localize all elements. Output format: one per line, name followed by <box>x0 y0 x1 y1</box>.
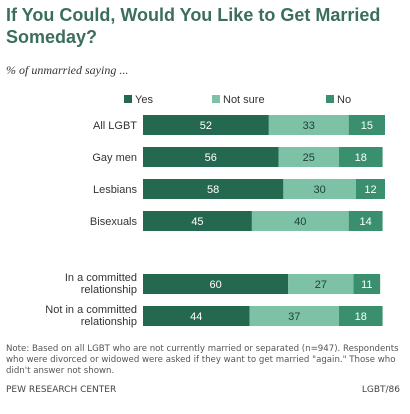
bar-segment <box>143 274 289 294</box>
bar-segment <box>143 115 269 135</box>
chart-subtitle: % of unmarried saying ... <box>6 63 129 77</box>
bar-segment <box>283 179 356 199</box>
category-label: Lesbians <box>93 184 138 196</box>
data-label: 18 <box>355 152 367 164</box>
bar-segment <box>288 274 354 294</box>
bar-segment <box>348 115 385 135</box>
data-label: 27 <box>315 279 327 291</box>
category-label: All LGBT <box>93 120 137 132</box>
category-label: relationship <box>81 284 137 296</box>
source-label: PEW RESEARCH CENTER <box>6 385 117 395</box>
report-code: LGBT/86 <box>361 385 400 395</box>
data-label: 52 <box>200 120 212 132</box>
bar-segment <box>353 274 381 294</box>
data-label: 44 <box>190 311 202 323</box>
legend-swatch <box>326 95 334 103</box>
data-label: 30 <box>314 184 326 196</box>
category-label: Bisexuals <box>90 216 138 228</box>
data-label: 58 <box>207 184 219 196</box>
category-label: Not in a committed <box>45 304 137 316</box>
bar-segment <box>143 211 252 231</box>
bar-segment <box>278 147 340 167</box>
data-label: 25 <box>303 152 315 164</box>
legend-label: No <box>337 94 351 106</box>
bar-segment <box>339 147 383 167</box>
bar-segment <box>251 211 349 231</box>
data-label: 56 <box>205 152 217 164</box>
data-label: 18 <box>355 311 367 323</box>
data-label: 33 <box>303 120 315 132</box>
category-label: relationship <box>81 316 137 328</box>
footnote: Note: Based on all LGBT who are not curr… <box>6 344 399 376</box>
data-label: 37 <box>288 311 300 323</box>
bar-segment <box>268 115 349 135</box>
bar-segment <box>143 179 284 199</box>
bar-segment <box>249 306 340 326</box>
chart-title: If You Could, Would You Like to Get Marr… <box>6 5 381 47</box>
data-label: 40 <box>294 216 306 228</box>
data-label: 12 <box>364 184 376 196</box>
data-label: 11 <box>361 279 372 291</box>
stacked-bar-chart: Yes Not sure No All LGBT 52 33 15 Gay men 56 25 18… <box>45 94 385 328</box>
data-label: 15 <box>361 120 373 132</box>
bar-segment <box>355 179 385 199</box>
bar-segment <box>348 211 383 231</box>
bar-segment <box>143 306 250 326</box>
data-label: 45 <box>191 216 203 228</box>
bar-segment <box>143 147 279 167</box>
legend-swatch <box>212 95 220 103</box>
bar-segment <box>339 306 383 326</box>
legend-label: Not sure <box>223 94 265 106</box>
category-label: Gay men <box>92 152 137 164</box>
legend-swatch <box>124 95 132 103</box>
legend-label: Yes <box>135 94 153 106</box>
category-label: In a committed <box>65 272 137 284</box>
data-label: 14 <box>360 216 372 228</box>
data-label: 60 <box>209 279 221 291</box>
